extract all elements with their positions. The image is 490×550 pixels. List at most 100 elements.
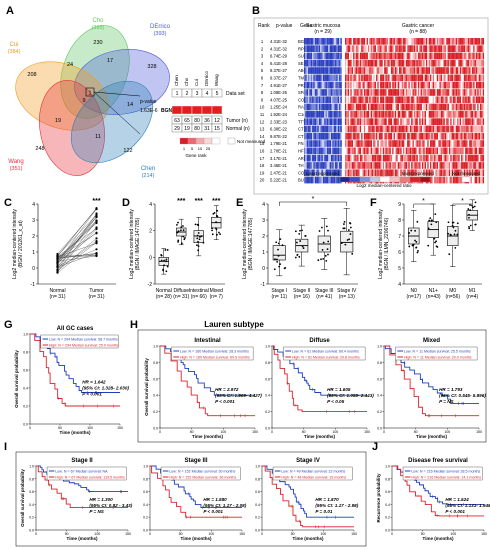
significance-bracket bbox=[279, 201, 347, 206]
heat-cell-normal bbox=[310, 89, 313, 96]
heat-cell-tumor bbox=[432, 154, 435, 162]
heat-cell-normal bbox=[305, 125, 307, 133]
heat-cell-tumor bbox=[473, 45, 475, 52]
heat-cell-tumor bbox=[475, 59, 478, 67]
heat-cell-tumor bbox=[401, 132, 404, 140]
heat-cell-tumor bbox=[465, 169, 467, 177]
heat-cell-tumor bbox=[435, 59, 437, 67]
heat-cell-tumor bbox=[461, 96, 463, 104]
heat-cell-tumor bbox=[388, 154, 390, 162]
pair-line bbox=[57, 208, 97, 256]
km-x-tick-label: 150 bbox=[125, 532, 131, 536]
heat-cell-tumor bbox=[480, 132, 482, 140]
x-category-label: Diffuse bbox=[174, 288, 190, 294]
heat-cell-tumor bbox=[386, 125, 389, 133]
heat-cell-tumor bbox=[354, 132, 356, 140]
heat-cell-normal bbox=[335, 74, 337, 82]
heat-cell-tumor bbox=[431, 162, 433, 169]
heat-cell-normal bbox=[336, 176, 338, 184]
heat-cell-normal bbox=[331, 81, 333, 89]
heat-cell-tumor bbox=[349, 103, 351, 111]
heat-cell-tumor bbox=[350, 45, 352, 52]
heat-cell-normal bbox=[314, 118, 317, 125]
row-rank: 14 bbox=[260, 134, 265, 139]
legend-swatch bbox=[379, 176, 391, 183]
heat-cell-normal bbox=[328, 154, 330, 162]
heat-cell-tumor bbox=[471, 154, 474, 162]
heat-cell-tumor bbox=[347, 154, 350, 162]
data-point bbox=[344, 243, 347, 246]
heat-cell-tumor bbox=[358, 118, 360, 125]
heat-cell-tumor bbox=[473, 67, 475, 74]
heat-cell-tumor bbox=[467, 52, 470, 60]
heat-cell-tumor bbox=[454, 38, 456, 45]
km-y-tick-label: 0.8 bbox=[385, 477, 390, 481]
heat-cell-normal bbox=[306, 103, 309, 111]
heat-cell-tumor bbox=[478, 89, 480, 96]
heat-cell-tumor bbox=[362, 59, 364, 67]
km-y-tick-label: 0.2 bbox=[255, 516, 260, 520]
heat-cell-tumor bbox=[467, 147, 470, 155]
heat-cell-tumor bbox=[443, 45, 445, 52]
heat-cell-normal bbox=[316, 169, 318, 177]
km-x-tick-label: 50 bbox=[291, 532, 295, 536]
box-iqr bbox=[193, 230, 204, 243]
heat-cell-tumor bbox=[349, 162, 351, 169]
heat-cell-tumor bbox=[366, 74, 368, 82]
heat-cell-tumor bbox=[357, 96, 359, 104]
heat-cell-tumor bbox=[421, 169, 424, 177]
heat-cell-tumor bbox=[419, 59, 421, 67]
heat-cell-tumor bbox=[444, 38, 447, 45]
heat-cell-tumor bbox=[347, 74, 350, 82]
heat-cell-tumor bbox=[438, 96, 440, 104]
heat-cell-tumor bbox=[393, 74, 395, 82]
heat-cell-normal bbox=[328, 81, 330, 89]
heat-cell-tumor bbox=[475, 89, 478, 96]
heat-cell-normal bbox=[322, 132, 325, 140]
heat-cell-tumor bbox=[408, 169, 410, 177]
x-category-label: Stage IV bbox=[337, 288, 357, 294]
km-x-tick-label: 150 bbox=[364, 430, 370, 434]
km-y-tick-label: 0.0 bbox=[143, 529, 148, 533]
x-category-label: (n= 41) bbox=[316, 294, 332, 300]
heat-cell-tumor bbox=[481, 81, 483, 89]
heat-cell-normal bbox=[314, 45, 317, 52]
heat-cell-normal bbox=[308, 67, 310, 74]
heat-cell-tumor bbox=[434, 118, 436, 125]
heat-cell-tumor bbox=[430, 52, 432, 60]
km-legend-low: Low: N = 294 Median survival: 58.7 month… bbox=[49, 338, 118, 342]
venn-region-count: 328 bbox=[147, 64, 156, 70]
heat-cell-tumor bbox=[382, 125, 385, 133]
heat-cell-tumor bbox=[457, 89, 459, 96]
heat-cell-tumor bbox=[461, 81, 463, 89]
heat-cell-tumor bbox=[385, 89, 387, 96]
heat-cell-tumor bbox=[397, 162, 399, 169]
legend-scale-label: Log2 median-centered ratio bbox=[356, 183, 412, 188]
heat-cell-tumor bbox=[430, 74, 432, 82]
heat-cell-tumor bbox=[453, 81, 455, 89]
heat-cell-tumor bbox=[458, 154, 460, 162]
km-y-tick-label: 0.6 bbox=[255, 490, 260, 494]
heat-cell-normal bbox=[329, 45, 331, 52]
heat-cell-tumor bbox=[401, 74, 404, 82]
km-hr: HR = 1.793 bbox=[439, 387, 463, 392]
heat-cell-tumor bbox=[477, 154, 479, 162]
heat-cell-normal bbox=[304, 59, 306, 67]
km-x-tick-label: 100 bbox=[220, 430, 226, 434]
heat-cell-tumor bbox=[416, 59, 418, 67]
heat-cell-tumor bbox=[353, 154, 355, 162]
data-point bbox=[340, 242, 343, 245]
heat-cell-tumor bbox=[385, 103, 387, 111]
heat-cell-tumor bbox=[426, 59, 428, 67]
heat-cell-tumor bbox=[401, 38, 404, 45]
heat-cell-tumor bbox=[450, 169, 452, 177]
heat-cell-tumor bbox=[411, 162, 413, 169]
heat-cell-tumor bbox=[384, 132, 386, 140]
venn-set-count: (384) bbox=[8, 49, 21, 55]
heat-cell-tumor bbox=[470, 140, 472, 147]
heat-cell-tumor bbox=[482, 140, 485, 147]
panel-label-i: I bbox=[4, 441, 7, 453]
heat-cell-tumor bbox=[367, 103, 370, 111]
heat-cell-tumor bbox=[416, 52, 418, 60]
heat-cell-normal bbox=[331, 154, 333, 162]
